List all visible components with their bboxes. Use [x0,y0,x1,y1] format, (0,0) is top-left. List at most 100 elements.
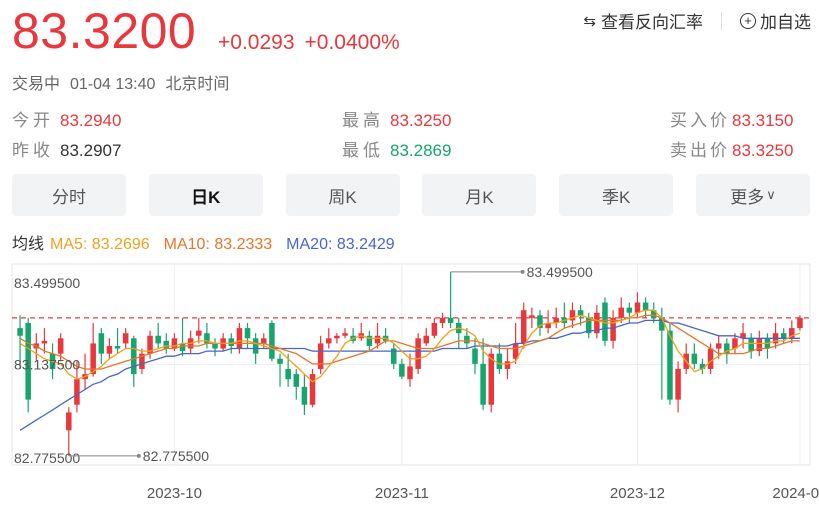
y-axis-bottom-label: 82.775500 [14,450,80,466]
candle-body [577,310,584,316]
x-tick-label: 2023-10 [147,485,202,502]
divider [721,11,722,30]
candle-body [415,338,421,369]
period-tabs: 分时 日K 周K 月K 季K 更多 ∨ [12,174,810,216]
candle-body [277,358,283,364]
candle-body [529,315,535,318]
high-label: 最高 [342,111,384,130]
current-price: 83.3200 [12,3,197,59]
candle-body [317,343,324,369]
candle-body [553,317,559,323]
max-annotation-dot [520,269,525,274]
reverse-rate-button[interactable]: ⇆ 查看反向汇率 [583,8,703,33]
quote-ask: 卖出价 83.3250 [670,136,793,161]
candle-body [699,363,706,369]
candle-body [252,338,259,354]
candle-body [797,317,803,329]
candle-body [789,328,795,339]
ma5-line [19,309,801,383]
candle-body [520,310,527,344]
candle-body [74,379,80,405]
candle-body [724,343,730,354]
ask-label: 卖出价 [670,141,730,160]
candle-body [496,353,503,369]
candle-body [171,338,178,349]
x-tick-label: 2023-11 [375,485,429,502]
ma-legend: 均线 MA5: 83.2696 MA10: 83.2333 MA20: 83.2429 [12,230,409,254]
ma-title: 均线 [12,236,45,253]
candle-body [204,333,210,344]
candle-body [131,338,137,375]
candle-body [464,335,470,344]
candle-body [98,333,105,354]
candlestick-chart[interactable]: 2023-10 2023-11 2023-12 2024-01 83.499500 83.… [0,258,819,516]
candle-body [634,302,641,313]
ma10-line [19,314,800,370]
candle-body [196,330,202,336]
x-tick-label: 2023-12 [610,485,665,502]
tab-weekly-k[interactable]: 周K [285,174,400,216]
candle-body [293,374,300,387]
open-value: 83.2940 [60,111,122,130]
candle-body [41,340,48,344]
trade-status: 交易中 01-04 13:40 北京时间 [12,70,239,94]
candle-body [25,322,31,400]
candle-body [667,330,673,400]
candle-body [155,335,161,344]
prev-close-label: 昨收 [12,141,54,160]
candle-body [261,338,267,344]
y-axis-mid-label: 83.137500 [14,357,80,373]
candle-body [602,302,608,341]
candle-body [691,353,698,364]
add-watch-label: 加自选 [760,13,811,32]
candle-body [285,368,291,380]
candle-body [122,333,129,344]
ask-value: 83.3250 [732,141,794,160]
status-datetime: 01-04 13:40 [70,76,156,93]
ma20-label: MA20: 83.2429 [286,236,395,253]
add-watch-button[interactable]: + 加自选 [740,8,811,33]
low-value: 83.2869 [390,141,452,160]
tab-daily-k[interactable]: 日K [148,174,263,216]
candle-body [17,328,23,336]
quote-low: 最低 83.2869 [342,136,451,161]
candle-body [114,345,121,349]
tab-more[interactable]: 更多 ∨ [695,174,810,216]
status-timezone: 北京时间 [165,76,230,93]
candle-body [90,343,96,375]
candle-body [269,322,275,359]
swap-icon: ⇆ [583,12,596,30]
candle-body [537,315,543,329]
candle-body [585,317,592,334]
candle-body [407,366,413,380]
plus-circle-icon: + [740,12,756,29]
candle-body [447,317,454,323]
prev-close-value: 83.2907 [60,141,122,160]
candle-body [431,322,438,336]
candle-body [106,345,113,354]
quote-open: 今开 83.2940 [12,106,121,131]
candle-body [618,307,624,318]
tab-monthly-k[interactable]: 月K [422,174,537,216]
candle-body [334,335,340,339]
candle-body [228,338,235,346]
quote-high: 最高 83.3250 [342,106,451,131]
candle-body [399,363,405,377]
tab-intraday[interactable]: 分时 [12,174,126,216]
candle-body [139,353,145,369]
candle-body [480,363,486,405]
tab-quarterly-k[interactable]: 季K [559,174,674,216]
open-label: 今开 [12,111,54,130]
candle-body [472,348,478,364]
bid-value: 83.3150 [732,111,794,130]
candle-body [732,338,738,349]
candle-body [610,317,616,341]
change-percent: +0.0400% [304,31,400,54]
candle-body [179,343,186,352]
candle-body [569,310,576,321]
candle-body [163,340,170,349]
candle-body [212,343,218,349]
x-tick-label: 2024-01 [772,485,819,502]
candle-body [650,310,657,318]
candle-body [715,343,722,349]
